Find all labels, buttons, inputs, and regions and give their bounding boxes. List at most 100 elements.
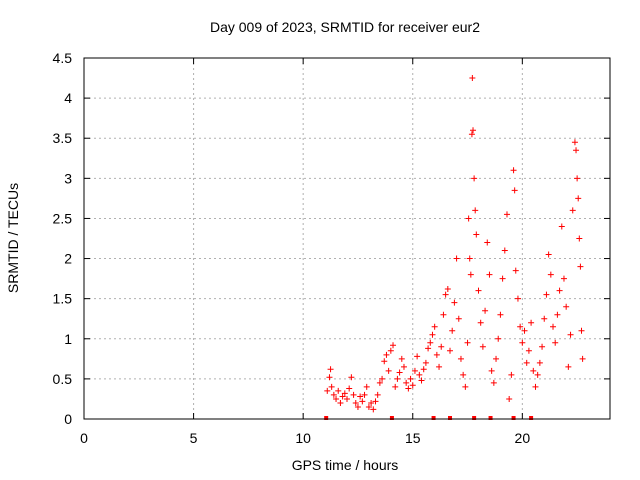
- data-point: [326, 374, 333, 381]
- data-point: [508, 371, 515, 378]
- data-point: [577, 263, 584, 270]
- data-point: [457, 355, 464, 362]
- data-point: [512, 267, 519, 274]
- data-point: [333, 395, 340, 402]
- data-point: [514, 295, 521, 302]
- data-point: [470, 127, 477, 134]
- data-point: [493, 355, 500, 362]
- y-axis-label: SRMTID / TECUs: [5, 183, 21, 293]
- data-point: [532, 383, 539, 390]
- data-point: [574, 175, 581, 182]
- data-point: [337, 399, 344, 406]
- data-point: [433, 351, 440, 358]
- data-points: [324, 75, 586, 420]
- data-point: [473, 231, 480, 238]
- data-point: [576, 235, 583, 242]
- plot-frame: [83, 57, 611, 420]
- data-point: [565, 363, 572, 370]
- data-point: [429, 331, 436, 338]
- data-point: [460, 371, 467, 378]
- data-point: [525, 347, 532, 354]
- data-point: [379, 375, 386, 382]
- x-tick-label: 10: [295, 430, 311, 446]
- baseline-marker: [472, 416, 477, 420]
- data-point: [472, 207, 479, 214]
- data-point: [501, 247, 508, 254]
- data-point: [475, 287, 482, 294]
- data-point: [495, 335, 502, 342]
- data-point: [330, 391, 337, 398]
- data-point: [368, 399, 375, 406]
- data-point: [453, 255, 460, 262]
- data-point: [361, 391, 368, 398]
- data-point: [468, 131, 475, 138]
- data-point: [465, 215, 472, 222]
- data-point: [370, 406, 377, 413]
- data-point: [479, 343, 486, 350]
- data-point: [425, 345, 432, 352]
- data-point: [523, 359, 530, 366]
- data-point: [387, 347, 394, 354]
- data-point: [354, 403, 361, 410]
- y-tick-label: 3: [64, 170, 72, 186]
- data-point: [488, 367, 495, 374]
- baseline-marker: [431, 416, 436, 420]
- data-point: [545, 251, 552, 258]
- data-point: [471, 175, 478, 182]
- y-tick-label: 1.5: [53, 291, 73, 307]
- x-tick-label: 0: [80, 430, 88, 446]
- data-point: [411, 367, 418, 374]
- data-point: [563, 303, 570, 310]
- data-point: [436, 363, 443, 370]
- data-point: [383, 351, 390, 358]
- x-tick-label: 5: [190, 430, 198, 446]
- data-point: [464, 339, 471, 346]
- data-point: [344, 395, 350, 402]
- data-point: [363, 383, 370, 390]
- y-tick-label: 3.5: [53, 130, 73, 146]
- data-point: [365, 403, 372, 410]
- y-tick-label: 4.5: [53, 50, 73, 66]
- data-point: [327, 366, 334, 373]
- data-point: [431, 323, 438, 330]
- data-point: [466, 255, 473, 262]
- data-point: [567, 331, 574, 338]
- data-point: [396, 369, 403, 376]
- data-point: [451, 299, 458, 306]
- data-point: [579, 355, 586, 362]
- data-point: [534, 371, 541, 378]
- data-point: [573, 147, 580, 154]
- data-point: [339, 393, 346, 400]
- data-point: [444, 286, 451, 293]
- x-tick-label: 20: [515, 430, 531, 446]
- data-point: [569, 207, 576, 214]
- data-point: [422, 359, 429, 366]
- data-point: [455, 315, 462, 322]
- baseline-marker: [529, 416, 534, 420]
- data-point: [528, 319, 535, 326]
- y-tick-label: 2.5: [53, 210, 73, 226]
- data-point: [552, 339, 559, 346]
- data-point: [467, 271, 474, 278]
- data-point: [394, 375, 401, 382]
- data-point: [385, 367, 392, 374]
- data-point: [381, 358, 388, 365]
- data-point: [482, 307, 489, 314]
- data-point: [469, 75, 476, 82]
- baseline-marker: [389, 416, 394, 420]
- data-point: [541, 315, 548, 322]
- data-point: [560, 275, 567, 282]
- baseline-marker: [488, 416, 493, 420]
- data-point: [521, 327, 528, 334]
- data-point: [519, 339, 526, 346]
- data-point: [352, 399, 359, 406]
- data-point: [407, 375, 414, 382]
- data-point: [392, 383, 399, 390]
- baseline-marker: [324, 416, 329, 420]
- data-point: [398, 355, 405, 362]
- data-point: [400, 363, 407, 370]
- data-point: [506, 395, 513, 402]
- y-tick-label: 1: [64, 331, 72, 347]
- data-point: [427, 339, 434, 346]
- data-point: [348, 374, 355, 381]
